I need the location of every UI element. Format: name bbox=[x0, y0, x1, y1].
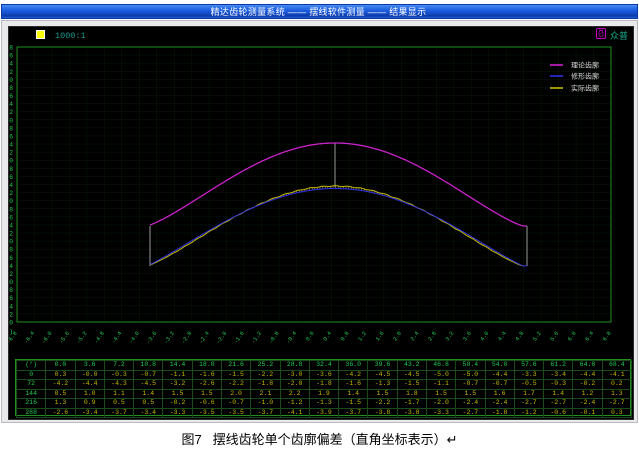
svg-text:69.2: 69.2 bbox=[9, 150, 13, 157]
svg-text:-1.6: -1.6 bbox=[232, 330, 245, 345]
svg-text:5.2: 5.2 bbox=[531, 330, 543, 342]
svg-text:68.4: 68.4 bbox=[9, 182, 13, 189]
svg-text:4.4: 4.4 bbox=[496, 330, 508, 343]
svg-text:实际齿廓: 实际齿廓 bbox=[571, 84, 599, 93]
svg-text:6.0: 6.0 bbox=[566, 330, 578, 343]
svg-text:0.0: 0.0 bbox=[304, 330, 316, 343]
svg-text:-3.2: -3.2 bbox=[162, 330, 175, 345]
svg-text:69.8: 69.8 bbox=[9, 125, 13, 132]
svg-text:65.0: 65.0 bbox=[9, 320, 13, 327]
svg-text:4.0: 4.0 bbox=[479, 330, 491, 343]
svg-text:65.6: 65.6 bbox=[9, 295, 13, 302]
svg-text:-5.2: -5.2 bbox=[75, 330, 88, 345]
svg-text:-3.6: -3.6 bbox=[145, 330, 158, 345]
svg-text:-4.8: -4.8 bbox=[93, 330, 106, 345]
svg-text:-4.4: -4.4 bbox=[110, 330, 124, 346]
svg-text:67.4: 67.4 bbox=[9, 222, 13, 229]
svg-text:-2.8: -2.8 bbox=[180, 330, 193, 345]
svg-text:71.2: 71.2 bbox=[9, 69, 13, 76]
svg-text:70.0: 70.0 bbox=[9, 117, 13, 124]
svg-text:66.8: 66.8 bbox=[9, 247, 13, 254]
svg-text:-1.2: -1.2 bbox=[250, 330, 263, 345]
svg-text:71.6: 71.6 bbox=[9, 53, 13, 60]
svg-text:0.4: 0.4 bbox=[322, 330, 334, 343]
svg-text:67.0: 67.0 bbox=[9, 239, 13, 246]
svg-text:0.8: 0.8 bbox=[339, 330, 351, 342]
svg-text:65.2: 65.2 bbox=[9, 311, 13, 318]
svg-text:2.8: 2.8 bbox=[426, 330, 438, 342]
svg-text:-6.4: -6.4 bbox=[23, 330, 37, 346]
svg-text:67.6: 67.6 bbox=[9, 214, 13, 221]
svg-text:3.2: 3.2 bbox=[444, 330, 456, 342]
svg-text:70.8: 70.8 bbox=[9, 85, 13, 92]
svg-text:69.0: 69.0 bbox=[9, 158, 13, 165]
svg-text:6.8: 6.8 bbox=[601, 330, 613, 342]
svg-text:66.4: 66.4 bbox=[9, 263, 13, 270]
svg-text:-2.4: -2.4 bbox=[197, 330, 211, 346]
svg-text:71.0: 71.0 bbox=[9, 77, 13, 84]
svg-text:3.6: 3.6 bbox=[461, 330, 473, 342]
svg-text:-0.8: -0.8 bbox=[267, 330, 280, 345]
svg-text:1.2: 1.2 bbox=[357, 330, 369, 342]
svg-text:66.6: 66.6 bbox=[9, 255, 13, 262]
svg-text:-0.4: -0.4 bbox=[285, 330, 299, 346]
svg-text:66.0: 66.0 bbox=[9, 279, 13, 286]
svg-text:-6.8: -6.8 bbox=[9, 330, 19, 345]
svg-text:65.8: 65.8 bbox=[9, 287, 13, 294]
svg-text:6.4: 6.4 bbox=[584, 330, 596, 343]
svg-text:70.4: 70.4 bbox=[9, 101, 13, 108]
svg-text:69.4: 69.4 bbox=[9, 142, 13, 149]
svg-text:2.4: 2.4 bbox=[409, 330, 421, 343]
svg-text:71.4: 71.4 bbox=[9, 61, 13, 68]
svg-text:修形齿廓: 修形齿廓 bbox=[571, 72, 599, 81]
svg-text:68.0: 68.0 bbox=[9, 198, 13, 205]
svg-text:67.8: 67.8 bbox=[9, 206, 13, 213]
svg-text:理论齿廓: 理论齿廓 bbox=[571, 61, 599, 70]
svg-text:70.6: 70.6 bbox=[9, 93, 13, 100]
svg-text:4.8: 4.8 bbox=[514, 330, 526, 342]
svg-text:-2.0: -2.0 bbox=[215, 330, 229, 346]
svg-text:68.8: 68.8 bbox=[9, 166, 13, 173]
svg-text:70.2: 70.2 bbox=[9, 109, 13, 116]
svg-text:69.6: 69.6 bbox=[9, 133, 13, 140]
svg-text:1.6: 1.6 bbox=[374, 330, 386, 342]
svg-text:68.2: 68.2 bbox=[9, 190, 13, 197]
svg-text:5.6: 5.6 bbox=[549, 330, 561, 342]
svg-text:-4.0: -4.0 bbox=[127, 330, 141, 346]
svg-text:-6.0: -6.0 bbox=[40, 330, 54, 346]
svg-text:67.2: 67.2 bbox=[9, 231, 13, 238]
svg-text:-5.6: -5.6 bbox=[58, 330, 71, 345]
svg-text:68.6: 68.6 bbox=[9, 174, 13, 181]
svg-text:71.8: 71.8 bbox=[9, 45, 13, 52]
svg-text:65.4: 65.4 bbox=[9, 303, 13, 310]
svg-text:66.2: 66.2 bbox=[9, 271, 13, 278]
svg-text:2.0: 2.0 bbox=[391, 330, 403, 343]
